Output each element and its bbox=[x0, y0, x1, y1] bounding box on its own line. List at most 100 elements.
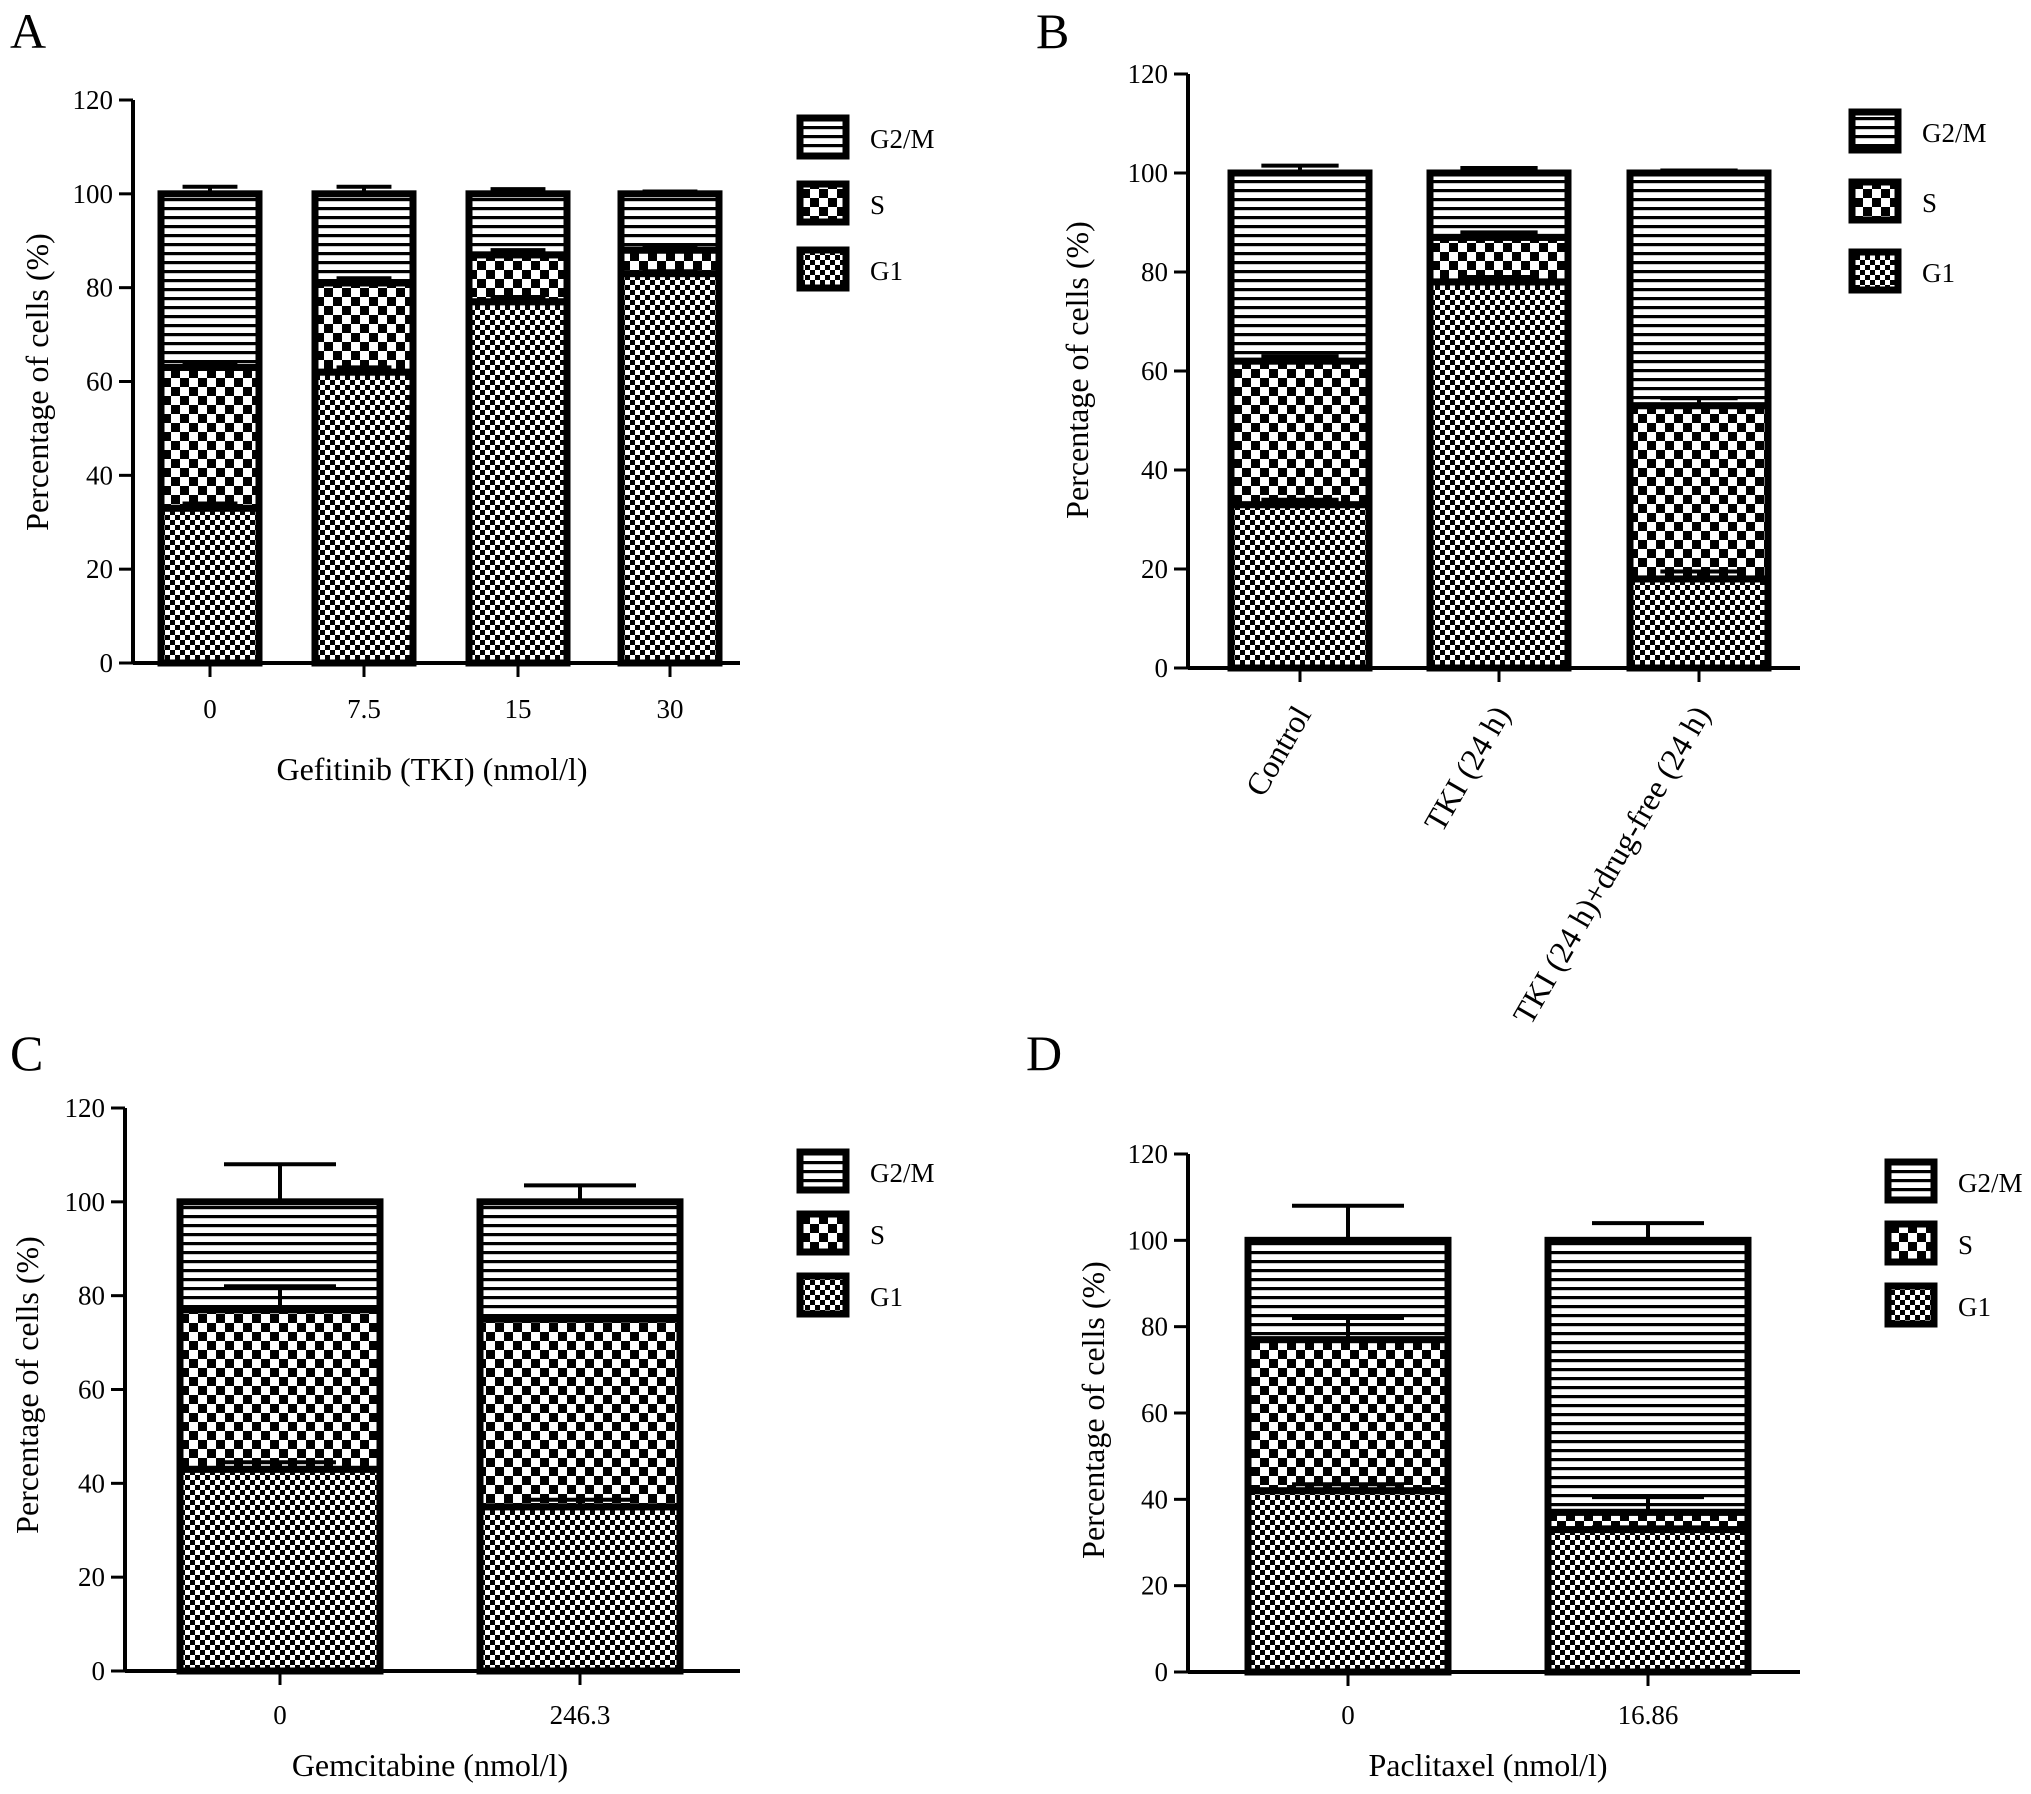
panel-c-bar-g2m-segment bbox=[476, 1198, 684, 1323]
panel-a-y-tick-label: 60 bbox=[86, 367, 113, 397]
panel-a-y-tick-label: 0 bbox=[100, 648, 114, 678]
panel-c-y-axis-title: Percentage of cells (%) bbox=[9, 1236, 45, 1534]
panel-c-x-tick-label: 246.3 bbox=[550, 1700, 611, 1730]
panel-b-y-tick-label: 40 bbox=[1141, 455, 1168, 485]
panel-b-y-tick-label: 120 bbox=[1128, 59, 1169, 89]
panel-a-chart: 0 20 40 60 80 100 120 0 7.5 15 30 G2/M S G1 bbox=[73, 85, 935, 724]
panel-a-legend-swatch-g1 bbox=[796, 246, 850, 292]
panel-a-bar-g2m-segment bbox=[465, 190, 571, 259]
panel-c-y-tick-label: 0 bbox=[92, 1656, 106, 1686]
panel-d-y-tick-label: 60 bbox=[1141, 1398, 1168, 1428]
panel-a-bar-g1-segment bbox=[465, 298, 571, 667]
panel-d-x-tick-label: 0 bbox=[1341, 1700, 1355, 1730]
panel-a-bar-s-segment bbox=[465, 251, 571, 306]
panel-a-legend-label-g2m: G2/M bbox=[870, 124, 935, 154]
panel-a-y-tick-label: 100 bbox=[73, 179, 114, 209]
panel-a-bar-g1-segment bbox=[157, 504, 263, 667]
panel-c-bar-s-segment bbox=[476, 1315, 684, 1511]
panel-d-y-tick-label: 120 bbox=[1128, 1139, 1169, 1169]
panel-b-y-tick-label: 60 bbox=[1141, 356, 1168, 386]
panel-c-x-axis-title: Gemcitabine (nmol/l) bbox=[292, 1747, 568, 1783]
panel-d-legend-label-s: S bbox=[1958, 1230, 1973, 1260]
panel-b-bar-g2m-segment bbox=[1227, 169, 1373, 365]
panel-a-bar-g1-segment bbox=[311, 368, 417, 667]
panel-a-y-tick-label: 20 bbox=[86, 554, 113, 584]
panel-a-legend-label-s: S bbox=[870, 190, 885, 220]
panel-b-y-axis-title: Percentage of cells (%) bbox=[1059, 221, 1095, 519]
panel-a-x-tick-label: 7.5 bbox=[347, 694, 381, 724]
panel-d-y-tick-label: 100 bbox=[1128, 1225, 1169, 1255]
panel-a-legend-swatch-g2m bbox=[796, 114, 850, 160]
panel-d-y-tick-label: 40 bbox=[1141, 1484, 1168, 1514]
panel-b-x-tick-label: TKI (24 h)+drug-free (24 h) bbox=[1505, 700, 1717, 1031]
panel-b-y-tick-label: 0 bbox=[1155, 653, 1169, 683]
panel-b-y-tick-label: 80 bbox=[1141, 257, 1168, 287]
panel-b-bar-g2m-segment bbox=[1626, 169, 1772, 410]
panel-a-bar-g2m-segment bbox=[311, 190, 417, 287]
panel-d-bar-s-segment bbox=[1244, 1336, 1452, 1495]
panel-b-x-tick-label: TKI (24 h) bbox=[1417, 700, 1517, 838]
panel-a-bar-s-segment bbox=[157, 363, 263, 512]
panel-d-bar-g1-segment bbox=[1544, 1526, 1752, 1676]
panel-d-bar-g2m-segment bbox=[1544, 1236, 1752, 1516]
panel-letter-d: D bbox=[1026, 1025, 1062, 1081]
panel-d-y-axis-title: Percentage of cells (%) bbox=[1075, 1261, 1111, 1559]
panel-b-bar-g1-segment bbox=[1227, 501, 1373, 672]
panel-b-bar-g1-segment bbox=[1426, 278, 1572, 672]
panel-b-x-tick-label: Control bbox=[1238, 699, 1318, 802]
panel-b-bar-s-segment bbox=[1227, 357, 1373, 509]
panel-c-y-tick-label: 120 bbox=[65, 1093, 106, 1123]
panel-d-x-axis-title: Paclitaxel (nmol/l) bbox=[1368, 1747, 1607, 1783]
panel-b-bar-g2m-segment bbox=[1426, 169, 1572, 241]
panel-a-y-tick-label: 120 bbox=[73, 85, 114, 115]
panel-b-legend-swatch-s bbox=[1848, 178, 1902, 224]
panel-letter-c: C bbox=[10, 1025, 43, 1081]
panel-c-bar-s-segment bbox=[176, 1306, 384, 1473]
panel-c-legend-label-g2m: G2/M bbox=[870, 1158, 935, 1188]
panel-b-y-tick-label: 20 bbox=[1141, 554, 1168, 584]
panel-letter-a: A bbox=[10, 3, 46, 59]
panel-a-bar-g1-segment bbox=[617, 270, 723, 667]
panel-c-legend-swatch-s bbox=[796, 1210, 850, 1256]
panel-d-y-tick-label: 80 bbox=[1141, 1312, 1168, 1342]
panel-d-y-tick-label: 0 bbox=[1155, 1657, 1169, 1687]
panel-a-legend-label-g1: G1 bbox=[870, 256, 903, 286]
panel-c-x-tick-label: 0 bbox=[273, 1700, 287, 1730]
panel-a-y-axis-title: Percentage of cells (%) bbox=[19, 233, 55, 531]
panel-b-legend-swatch-g2m bbox=[1848, 108, 1902, 154]
panel-a-y-tick-label: 40 bbox=[86, 460, 113, 490]
panel-a-bar-g2m-segment bbox=[617, 190, 723, 254]
panel-d-y-tick-label: 20 bbox=[1141, 1571, 1168, 1601]
panel-d-chart: 0 20 40 60 80 100 120 0 16.86 G2/M S G1 bbox=[1128, 1139, 2023, 1730]
panel-b-legend-label-g1: G1 bbox=[1922, 258, 1955, 288]
panel-d-legend-swatch-g2m bbox=[1884, 1158, 1938, 1204]
panel-a-x-tick-label: 0 bbox=[203, 694, 217, 724]
panel-a-x-axis-title: Gefitinib (TKI) (nmol/l) bbox=[276, 751, 587, 787]
panel-a-y-tick-label: 80 bbox=[86, 273, 113, 303]
panel-c-bar-g1-segment bbox=[476, 1503, 684, 1675]
panel-a-legend-swatch-s bbox=[796, 180, 850, 226]
panel-a-bar-g2m-segment bbox=[157, 190, 263, 371]
panel-letter-b: B bbox=[1036, 3, 1069, 59]
panel-a-x-tick-label: 15 bbox=[505, 694, 532, 724]
panel-c-chart: 0 20 40 60 80 100 120 0 246.3 G2/M S G1 bbox=[65, 1093, 935, 1730]
panel-d-legend-swatch-g1 bbox=[1884, 1282, 1938, 1328]
panel-b-bar-g1-segment bbox=[1626, 575, 1772, 672]
panel-b-legend-swatch-g1 bbox=[1848, 248, 1902, 294]
panel-a-x-tick-label: 30 bbox=[657, 694, 684, 724]
panel-c-legend-label-s: S bbox=[870, 1220, 885, 1250]
panel-b-bar-s-segment bbox=[1626, 402, 1772, 583]
panel-d-bar-g1-segment bbox=[1244, 1487, 1452, 1676]
panel-c-legend-label-g1: G1 bbox=[870, 1282, 903, 1312]
panel-c-y-tick-label: 40 bbox=[78, 1468, 105, 1498]
panel-c-y-tick-label: 100 bbox=[65, 1187, 106, 1217]
panel-b-legend-label-g2m: G2/M bbox=[1922, 118, 1987, 148]
panel-c-legend-swatch-g1 bbox=[796, 1272, 850, 1318]
panel-c-legend-swatch-g2m bbox=[796, 1148, 850, 1194]
panel-d-legend-label-g2m: G2/M bbox=[1958, 1168, 2023, 1198]
panel-c-y-tick-label: 20 bbox=[78, 1562, 105, 1592]
panel-d-legend-label-g1: G1 bbox=[1958, 1292, 1991, 1322]
panel-b-chart: 0 20 40 60 80 100 120 Control TKI (24 h)TKI (24 … bbox=[1128, 59, 1987, 1030]
panel-c-y-tick-label: 60 bbox=[78, 1375, 105, 1405]
